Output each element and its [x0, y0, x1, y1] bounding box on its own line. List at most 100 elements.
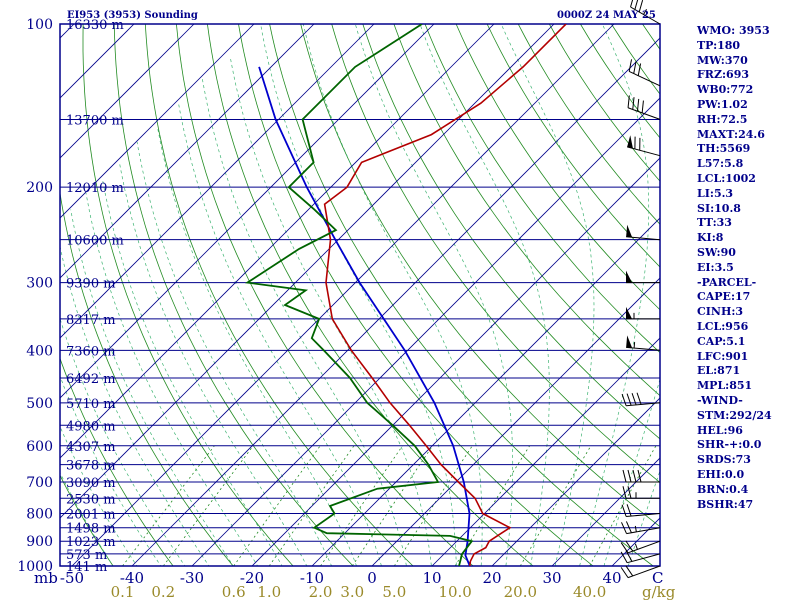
wind-barb-staff	[627, 146, 661, 157]
mixing-ratio-line	[519, 445, 592, 566]
wind-barb-flag	[620, 567, 629, 578]
mixing-ratio-line	[320, 445, 403, 566]
mixing-ratio-tick-label: 2.0	[309, 583, 333, 600]
temperature-tick-label: 30	[542, 569, 561, 587]
moist-adiabat	[302, 24, 483, 566]
wind-barb-staff	[626, 402, 661, 407]
mixing-ratio-line	[122, 445, 215, 566]
index-line: TH:5569	[697, 142, 751, 156]
wind-barb-flag	[622, 469, 627, 483]
wind-barb-flag	[625, 550, 633, 562]
index-line: -WIND-	[697, 393, 743, 407]
sounding-time: 0000Z 24 MAY 25	[557, 10, 656, 21]
profile-clip	[244, 24, 567, 566]
wind-barb-layer	[620, 0, 661, 579]
wind-barb-flag	[621, 393, 627, 406]
wind-barb	[626, 335, 661, 351]
wind-barb-flag	[627, 95, 630, 108]
dry-adiabat	[486, 24, 660, 268]
dry-adiabat	[362, 24, 660, 440]
pressure-tick-label: 800	[26, 506, 53, 522]
wind-barb	[630, 0, 661, 25]
height-label: 13700 m	[66, 113, 124, 128]
plot-border	[59, 23, 661, 567]
height-label: 141 m	[66, 560, 107, 575]
height-label: 6492 m	[66, 372, 116, 387]
index-line: STM:292/24	[697, 408, 772, 422]
isotherm	[131, 37, 660, 566]
index-line: LCL:1002	[697, 171, 756, 185]
index-line: WB0:772	[697, 83, 754, 97]
wind-barb-flag	[625, 540, 634, 552]
wind-barb-half	[643, 9, 647, 15]
wind-barb-staff	[627, 553, 661, 564]
index-line: RH:72.5	[697, 112, 748, 126]
isotherm	[60, 24, 195, 159]
index-line: TT:33	[697, 216, 732, 230]
wind-barb-staff	[628, 70, 661, 87]
height-label: 16330 m	[66, 18, 124, 33]
wind-barb-staff	[626, 236, 661, 241]
wind-barb	[620, 565, 661, 579]
dry-adiabat	[144, 24, 414, 566]
index-line: CINH:3	[697, 305, 744, 319]
moist-adiabat	[102, 181, 283, 566]
height-label: 8317 m	[66, 313, 116, 328]
wind-barb-flag	[633, 61, 637, 74]
index-line: MPL:851	[697, 379, 753, 393]
isotherm	[0, 24, 14, 566]
mixing-ratio-tick-label: 3.0	[340, 583, 364, 600]
wind-barb-flag	[632, 469, 637, 483]
pressure-tick-label: 600	[26, 439, 53, 455]
index-line: LI:5.3	[697, 186, 734, 200]
index-line: L57:5.8	[697, 157, 744, 171]
dry-adiabat	[60, 190, 234, 566]
wind-barb-staff	[627, 540, 661, 554]
wind-barb-flag	[630, 0, 634, 8]
index-line: HEL:96	[697, 423, 743, 437]
dry-adiabat	[517, 24, 660, 225]
temperature-trace	[323, 24, 567, 566]
mixing-ratio-tick-label: 10.0	[438, 583, 471, 600]
parcel-trace	[258, 66, 471, 566]
wind-barb-flag	[627, 469, 632, 483]
index-line: MAXT:24.6	[697, 127, 765, 141]
index-line: KI:8	[697, 231, 724, 245]
index-line: SW:90	[697, 245, 736, 259]
pressure-axis-label: mb	[34, 569, 58, 587]
wind-barb-flag	[632, 97, 635, 110]
moist-adiabat	[500, 24, 595, 566]
dry-adiabat	[60, 357, 174, 566]
mixing-ratio-line	[351, 445, 433, 566]
isotherm	[60, 24, 255, 219]
moist-adiabat	[354, 24, 514, 566]
dry-adiabat	[331, 24, 660, 484]
wind-barb-half	[634, 543, 638, 550]
mixing-ratio-unit: g/kg	[642, 583, 676, 600]
wind-barb	[622, 469, 660, 483]
wind-barb-pennant	[626, 270, 632, 283]
wind-barb-staff	[630, 6, 661, 25]
index-line: -PARCEL-	[697, 275, 757, 289]
index-line: BRN:0.4	[697, 482, 749, 496]
wind-barb-flag	[625, 521, 632, 533]
height-label: 1023 m	[66, 535, 116, 550]
mixing-ratio-line	[393, 445, 473, 566]
pressure-tick-label: 400	[26, 343, 53, 359]
temperature-axis-unit: C	[652, 569, 663, 587]
wind-barb	[621, 521, 661, 535]
temperature-tick-label: 40	[602, 569, 621, 587]
temperature-tick-label: -10	[300, 569, 324, 587]
wind-barb	[627, 135, 661, 157]
moist-adiabat	[70, 209, 234, 566]
wind-barb-staff	[626, 527, 661, 535]
index-line: LFC:901	[697, 349, 749, 363]
dry-adiabat	[424, 24, 660, 354]
temperature-tick-label: -50	[60, 569, 84, 587]
isotherm	[251, 157, 660, 566]
mixing-ratio-tick-label: 20.0	[504, 583, 537, 600]
temperature-tick-label: -30	[180, 569, 204, 587]
dry-adiabat	[455, 24, 660, 311]
wind-barb-pennant	[626, 335, 633, 348]
height-label: 12010 m	[66, 181, 124, 196]
